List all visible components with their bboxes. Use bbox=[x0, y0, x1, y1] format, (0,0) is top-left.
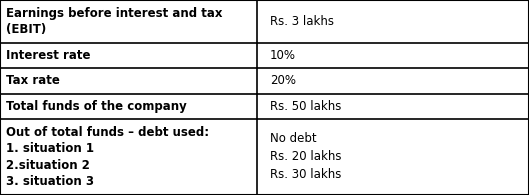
Text: Rs. 3 lakhs: Rs. 3 lakhs bbox=[270, 15, 334, 28]
Text: 20%: 20% bbox=[270, 74, 296, 87]
Text: Tax rate: Tax rate bbox=[6, 74, 60, 87]
Text: Earnings before interest and tax
(EBIT): Earnings before interest and tax (EBIT) bbox=[6, 7, 223, 36]
Text: No debt
Rs. 20 lakhs
Rs. 30 lakhs: No debt Rs. 20 lakhs Rs. 30 lakhs bbox=[270, 132, 341, 182]
Text: Rs. 50 lakhs: Rs. 50 lakhs bbox=[270, 100, 341, 113]
Text: Interest rate: Interest rate bbox=[6, 49, 91, 62]
Text: 10%: 10% bbox=[270, 49, 296, 62]
Text: Total funds of the company: Total funds of the company bbox=[6, 100, 187, 113]
Text: Out of total funds – debt used:
1. situation 1
2.situation 2
3. situation 3: Out of total funds – debt used: 1. situa… bbox=[6, 126, 209, 188]
